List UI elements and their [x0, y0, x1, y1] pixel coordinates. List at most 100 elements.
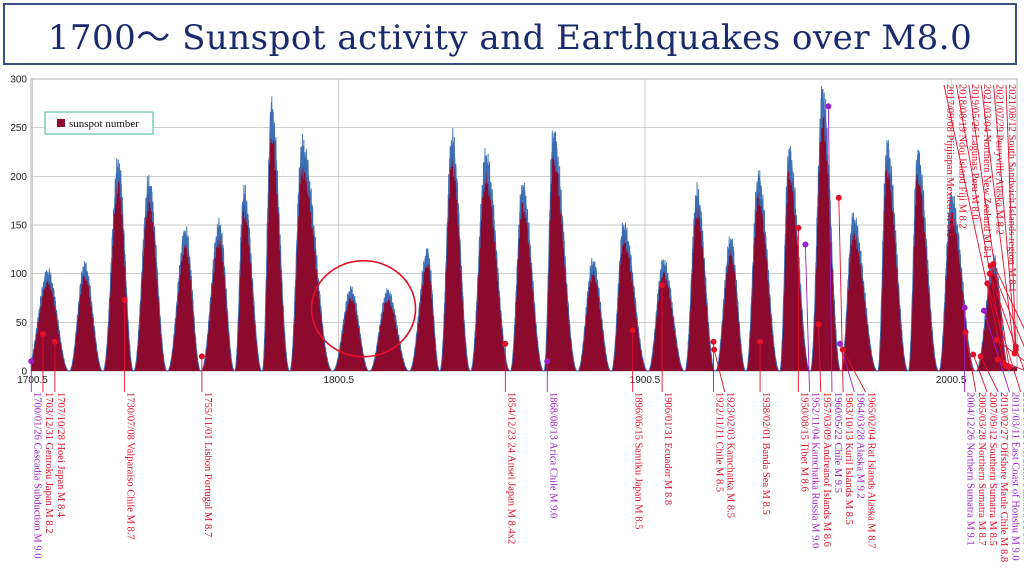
y-tick-label: 250	[10, 123, 27, 134]
y-tick-label: 0	[21, 367, 27, 378]
eq-label: 1923/02/03 Kamchatka M 8.5	[725, 392, 736, 518]
eq-label: 2007/09/12 Southern Sumatra M 8.5	[987, 392, 998, 546]
eq-label: 1700/01/26 Cascadia Subduction M 9.0	[31, 392, 42, 559]
eq-leader-line	[943, 84, 1005, 364]
sunspot-line	[30, 86, 1017, 372]
eq-point	[993, 336, 1000, 343]
eq-label: 2011/03/11 East Coast of Honshu M 9.0	[1009, 392, 1020, 561]
eq-point	[839, 346, 846, 353]
dalton-minimum-circle	[310, 259, 417, 358]
y-axis-ticks: 0 50 100 150 200 250 300	[10, 75, 27, 378]
eq-point	[711, 346, 718, 353]
eq-label: 1938/02/01 Banda Sea M 8.5	[760, 392, 771, 515]
eq-leader-line	[965, 331, 977, 393]
eq-leader-line	[804, 244, 811, 393]
eq-point	[994, 356, 1001, 363]
eq-leader-line	[980, 84, 1015, 354]
eq-label: 2004/12/26 Northern Sumatra M 9.1	[965, 392, 976, 546]
eq-label: 1854/12/23 24 Ansei Japan M 8.4x2	[505, 392, 516, 544]
eq-leader-line	[968, 84, 1010, 368]
eq-point	[757, 338, 764, 345]
eq-label: 1957/03/09 Andreanof Islands M 8.6	[821, 392, 832, 547]
x-tick-label: 1900.5	[630, 375, 661, 386]
eq-leader-line	[990, 265, 1024, 348]
legend: sunspot number	[44, 111, 154, 135]
eq-label: 1707/10/28 Hoei Japan M 8.4	[55, 392, 66, 518]
eq-label: 2018/08/19 Ndoi Island Fiji M 8.2	[956, 84, 967, 229]
eq-leader-line	[993, 84, 1017, 350]
y-tick-label: 200	[10, 172, 27, 183]
eq-label: 1922/11/11 Chile M 8.5	[714, 392, 725, 492]
eq-point	[710, 338, 717, 345]
eq-label: 2010/02/27 Offshore Maule Chile M 8.8	[998, 392, 1009, 562]
legend-swatch	[57, 119, 65, 127]
eq-leader-line	[1005, 84, 1017, 347]
eq-point	[121, 296, 128, 303]
eq-point	[837, 340, 844, 347]
eq-point	[970, 351, 977, 358]
eq-point	[1006, 364, 1013, 371]
eq-point	[835, 194, 842, 201]
sunspot-area	[31, 86, 1017, 372]
eq-point	[961, 304, 968, 311]
eq-leader-line	[818, 324, 822, 393]
eq-leader-line	[713, 349, 726, 393]
eq-leader-line	[838, 197, 844, 393]
eq-point	[28, 358, 35, 365]
legend-label: sunspot number	[69, 118, 139, 130]
eq-label: 1703/12/31 Genroku Japan M 8.2	[43, 392, 54, 533]
eq-point	[986, 270, 993, 277]
eq-point	[39, 331, 46, 338]
earthquake-leader-lines	[30, 84, 1024, 393]
eq-point	[990, 260, 997, 267]
eq-leader-line	[955, 84, 1008, 367]
x-tick-label: 2000.5	[936, 375, 967, 386]
eq-point	[825, 103, 832, 110]
eq-point	[962, 329, 969, 336]
eq-label: 2017/09/08 Pijijiapan Mexico M 8.1	[944, 84, 955, 237]
eq-point	[198, 353, 205, 360]
eq-label: 2012/04/11 Northern Sumatra M 8.6	[1021, 392, 1024, 545]
eq-point	[977, 353, 984, 360]
y-tick-label: 150	[10, 221, 27, 232]
y-tick-label: 50	[16, 318, 28, 329]
eq-point	[815, 321, 822, 328]
eq-label: 1730/07/08 Valparaiso Chile M 8.7	[124, 392, 135, 540]
eq-point	[984, 280, 991, 287]
eq-label: 2021/08/12 South Sandwich Islands region…	[1006, 84, 1017, 293]
eq-leader-line	[980, 356, 999, 393]
eq-point	[51, 338, 58, 345]
eq-label: 1906/01/31 Ecuador M 8.8	[662, 392, 673, 505]
eq-leader-line	[827, 106, 833, 393]
eq-label: 1755/11/01 Lisbon Portugal M 8.7	[202, 392, 213, 537]
eq-point	[502, 340, 509, 347]
eq-point	[980, 307, 987, 314]
earthquake-points	[28, 103, 1019, 371]
eq-leader-line	[996, 339, 1024, 362]
eq-label: 2005/03/28 Northern Sumatra M 8.7	[976, 392, 987, 546]
eq-label: 2019/05/26 Lagunas Peru M 8.0	[969, 84, 980, 220]
eq-leader-line	[986, 283, 1022, 393]
eq-label: 1896/06/15 Sanriku Japan M 8.5	[633, 392, 644, 529]
sunspot-area-layer	[30, 86, 1017, 372]
eq-label: 1965/02/04 Rat Islands Alaska M 8.7	[866, 392, 877, 548]
x-tick-label: 1800.5	[323, 375, 354, 386]
earthquake-labels: 1700/01/26 Cascadia Subduction M 9.0 1703…	[31, 84, 1024, 562]
eq-label: 1868/08/13 Arica Chile M 9.0	[547, 392, 558, 518]
eq-label: 1964/03/28 Alaska M 9.2	[854, 392, 865, 499]
y-tick-label: 100	[10, 269, 27, 280]
x-tick-label: 1700.5	[17, 375, 48, 386]
eq-point	[659, 282, 666, 289]
eq-point	[629, 327, 636, 334]
legend-box	[44, 111, 154, 135]
y-tick-label: 300	[10, 75, 27, 86]
chart-title: 1700～ Sunspot activity and Earthquakes o…	[47, 17, 973, 58]
eq-label: 1960/05/22 Chile M 9.5	[832, 392, 843, 493]
eq-leader-line	[972, 354, 988, 393]
eq-label: 1963/10/13 Kuril Islands M 8.5	[843, 392, 854, 525]
eq-label: 1952/11/04 Kamchatka Russia M 9.0	[810, 392, 821, 548]
eq-label: 1950/08/15 Tibet M 8.6	[798, 392, 809, 492]
chart-title-box: 1700～ Sunspot activity and Earthquakes o…	[3, 3, 1017, 65]
eq-leader-line	[842, 349, 866, 393]
